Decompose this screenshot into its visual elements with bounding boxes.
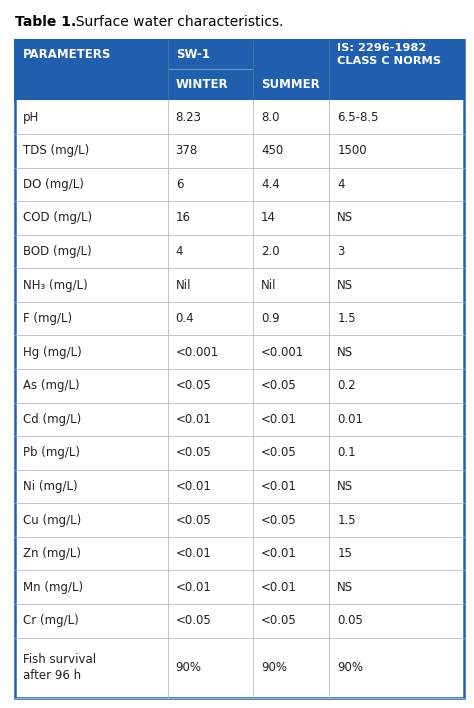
Text: Zn (mg/L): Zn (mg/L) (23, 547, 81, 560)
Text: 6: 6 (176, 178, 183, 191)
Text: 378: 378 (176, 144, 198, 157)
Text: <0.01: <0.01 (261, 413, 297, 426)
Text: 14: 14 (261, 212, 276, 224)
Text: Nil: Nil (261, 278, 276, 292)
Bar (15, 40, 464, 101)
Text: As (mg/L): As (mg/L) (23, 379, 80, 392)
Text: 15: 15 (337, 547, 352, 560)
Text: 1.5: 1.5 (337, 312, 356, 325)
Text: Cd (mg/L): Cd (mg/L) (23, 413, 81, 426)
Bar (15, 571, 464, 604)
Text: <0.05: <0.05 (176, 447, 211, 459)
Text: COD (mg/L): COD (mg/L) (23, 212, 92, 224)
Text: 90%: 90% (261, 661, 287, 674)
Text: Cr (mg/L): Cr (mg/L) (23, 615, 79, 627)
Text: 6.5-8.5: 6.5-8.5 (337, 110, 379, 124)
Text: 8.0: 8.0 (261, 110, 280, 124)
Text: 4: 4 (337, 178, 345, 191)
Text: 4.4: 4.4 (261, 178, 280, 191)
Text: <0.05: <0.05 (261, 615, 297, 627)
Bar (15, 336, 464, 369)
Text: DO (mg/L): DO (mg/L) (23, 178, 84, 191)
Text: <0.05: <0.05 (261, 379, 297, 392)
Text: <0.01: <0.01 (261, 480, 297, 493)
Text: Nil: Nil (176, 278, 191, 292)
Text: F (mg/L): F (mg/L) (23, 312, 72, 325)
Text: <0.05: <0.05 (176, 513, 211, 527)
Text: <0.001: <0.001 (261, 346, 304, 359)
Bar (15, 168, 464, 201)
Text: 0.2: 0.2 (337, 379, 356, 392)
Text: 2.0: 2.0 (261, 245, 280, 258)
Bar (15, 302, 464, 336)
Bar (15, 134, 464, 168)
Text: 0.1: 0.1 (337, 447, 356, 459)
Bar (15, 40, 464, 101)
Text: <0.01: <0.01 (176, 547, 211, 560)
Text: 1500: 1500 (337, 144, 367, 157)
Bar (15, 403, 464, 436)
Text: NS: NS (337, 480, 354, 493)
Text: 3: 3 (337, 245, 345, 258)
Text: TDS (mg/L): TDS (mg/L) (23, 144, 89, 157)
Text: 0.4: 0.4 (176, 312, 194, 325)
Text: NS: NS (337, 212, 354, 224)
Text: 1.5: 1.5 (337, 513, 356, 527)
Bar (15, 537, 464, 571)
Text: NS: NS (337, 278, 354, 292)
Text: Table 1.: Table 1. (15, 15, 76, 29)
Text: IS: 2296-1982
CLASS C NORMS: IS: 2296-1982 CLASS C NORMS (337, 43, 441, 66)
Text: 90%: 90% (176, 661, 201, 674)
Text: <0.05: <0.05 (176, 379, 211, 392)
Bar (15, 604, 464, 638)
Text: Hg (mg/L): Hg (mg/L) (23, 346, 82, 359)
Text: 90%: 90% (337, 661, 363, 674)
Bar (15, 201, 464, 235)
Text: 450: 450 (261, 144, 283, 157)
Text: 8.23: 8.23 (176, 110, 201, 124)
Text: pH: pH (23, 110, 39, 124)
Text: <0.001: <0.001 (176, 346, 219, 359)
Bar (15, 369, 464, 403)
Bar (15, 503, 464, 537)
Text: WINTER: WINTER (176, 78, 228, 91)
Bar (15, 436, 464, 469)
Text: 4: 4 (176, 245, 183, 258)
Text: Mn (mg/L): Mn (mg/L) (23, 581, 83, 594)
Text: <0.01: <0.01 (176, 413, 211, 426)
Bar (15, 469, 464, 503)
Text: <0.05: <0.05 (176, 615, 211, 627)
Text: SUMMER: SUMMER (261, 78, 320, 91)
Text: Cu (mg/L): Cu (mg/L) (23, 513, 81, 527)
Text: 16: 16 (176, 212, 191, 224)
Text: <0.01: <0.01 (261, 547, 297, 560)
Text: Surface water characteristics.: Surface water characteristics. (67, 15, 283, 29)
Bar (15, 235, 464, 268)
Text: SW-1: SW-1 (176, 48, 210, 61)
Bar (15, 268, 464, 302)
Text: 0.01: 0.01 (337, 413, 363, 426)
Text: <0.05: <0.05 (261, 447, 297, 459)
Text: <0.01: <0.01 (176, 581, 211, 594)
Bar (15, 638, 464, 698)
Text: BOD (mg/L): BOD (mg/L) (23, 245, 92, 258)
Text: Ni (mg/L): Ni (mg/L) (23, 480, 78, 493)
Text: 0.9: 0.9 (261, 312, 280, 325)
Text: Fish survival
after 96 h: Fish survival after 96 h (23, 653, 96, 683)
Text: NS: NS (337, 346, 354, 359)
Text: <0.01: <0.01 (261, 581, 297, 594)
Text: NS: NS (337, 581, 354, 594)
Text: NH₃ (mg/L): NH₃ (mg/L) (23, 278, 88, 292)
Text: <0.01: <0.01 (176, 480, 211, 493)
Bar (15, 101, 464, 134)
Text: <0.05: <0.05 (261, 513, 297, 527)
Text: PARAMETERS: PARAMETERS (23, 48, 111, 61)
Text: 0.05: 0.05 (337, 615, 363, 627)
Text: Pb (mg/L): Pb (mg/L) (23, 447, 80, 459)
